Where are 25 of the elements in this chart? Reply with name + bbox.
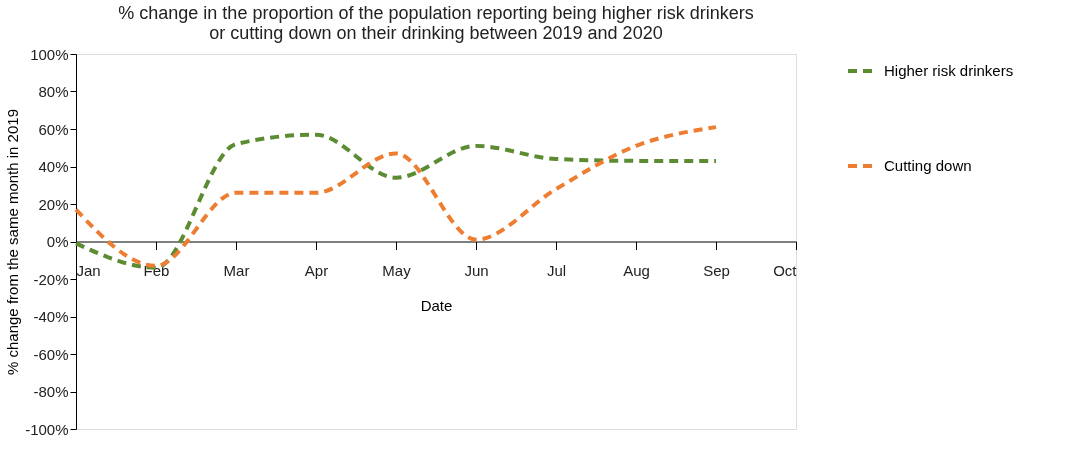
x-tick-label: Sep bbox=[703, 262, 730, 279]
x-tick-label: Jun bbox=[464, 262, 489, 279]
legend-label: Higher risk drinkers bbox=[884, 62, 1014, 79]
x-axis-title: Date bbox=[420, 297, 453, 314]
y-tick-label: 20% bbox=[38, 195, 69, 213]
y-tick-label: -60% bbox=[33, 345, 69, 363]
y-tick-label: 0% bbox=[46, 233, 69, 250]
chart-title: % change in the proportion of the population reporting being higher risk drinkers or cutting down on their drinking between 2019 and 2020 bbox=[118, 3, 754, 43]
y-tick-label: 80% bbox=[38, 83, 69, 100]
x-tick-label: Jan bbox=[76, 262, 101, 279]
y-axis-title: % change from the same month in 2019 bbox=[4, 109, 22, 375]
x-tick-label: Apr bbox=[304, 262, 329, 279]
x-tick-label: Aug bbox=[623, 262, 650, 279]
y-tick-label: -100% bbox=[25, 420, 69, 438]
y-tick-label: -20% bbox=[33, 270, 69, 288]
y-tick-label: 40% bbox=[38, 158, 69, 175]
y-tick-label: 60% bbox=[38, 120, 69, 138]
x-tick-label: Oct bbox=[773, 262, 798, 279]
x-tick-label: Mar bbox=[223, 262, 250, 279]
x-tick-label: May bbox=[382, 262, 412, 279]
x-tick-label: Jul bbox=[546, 262, 567, 279]
y-tick-label: -80% bbox=[33, 383, 69, 400]
y-tick-label: -40% bbox=[33, 308, 69, 325]
legend-label: Cutting down bbox=[884, 157, 972, 174]
y-tick-label: 100% bbox=[30, 45, 69, 63]
